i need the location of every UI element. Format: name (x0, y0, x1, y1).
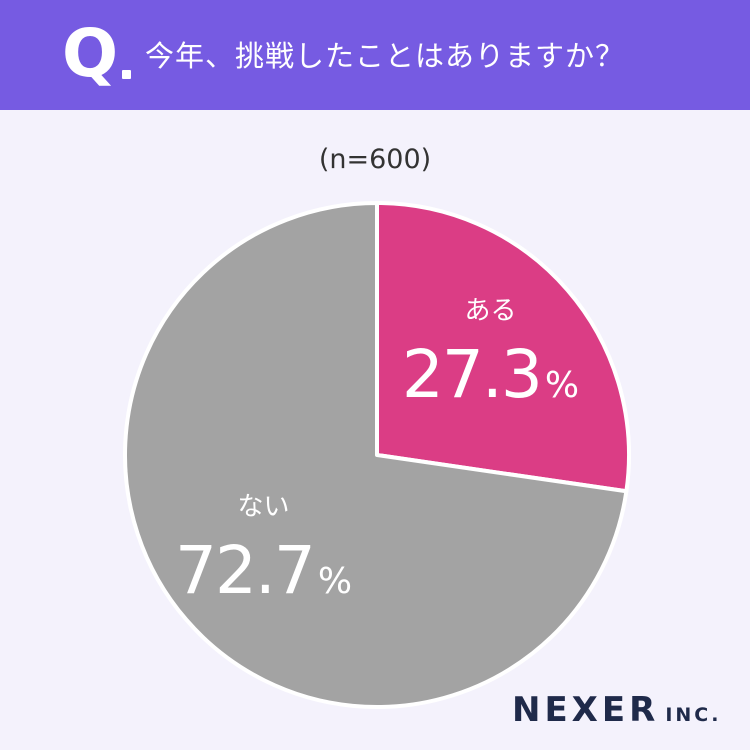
sample-size: (n=600) (318, 144, 432, 175)
brand-name: NEXER (512, 690, 660, 730)
slice-category-label: ない (238, 492, 290, 522)
slice-value-label: 27.3% (402, 336, 579, 413)
slice-value-unit: % (318, 561, 352, 602)
slice-value-number: 27.3 (402, 336, 541, 413)
pie-slice-2 (123, 201, 629, 709)
slice-value-unit: % (545, 365, 579, 406)
slice-value-label: 72.7% (175, 532, 352, 609)
brand-logo: NEXER INC. (512, 690, 721, 730)
question-header: Q 今年、挑戦したことはありますか？ (0, 0, 750, 110)
pie-slice-1 (375, 201, 631, 494)
question-text: 今年、挑戦したことはありますか？ (145, 39, 626, 73)
q-mark: Q (62, 15, 119, 92)
q-dot (122, 70, 131, 79)
slice-value-number: 72.7 (175, 532, 314, 609)
slice-category-label: ある (464, 296, 516, 326)
brand-suffix: INC. (665, 704, 722, 726)
